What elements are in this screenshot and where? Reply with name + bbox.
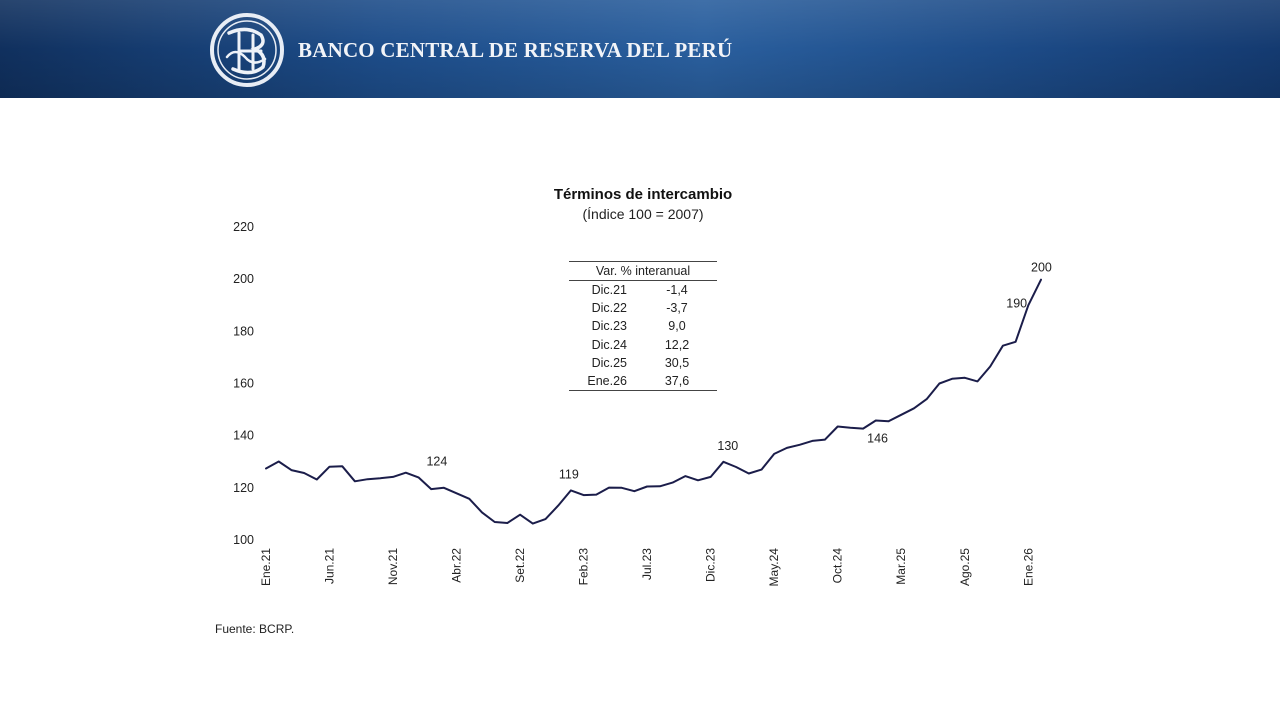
row-label: Dic.22 [591,301,627,316]
row-label: Ene.26 [569,371,637,392]
yoy-variation-table: Var. % interanual Dic.21 -1,4 Dic.22 -3,7 … [569,261,717,392]
x-tick-label: Oct.24 [831,548,845,584]
row-label: Dic.25 [591,355,627,370]
table-row: Dic.21 -1,4 [569,281,717,300]
series-line [265,278,1042,525]
table-header: Var. % interanual [569,261,717,281]
table-row: Dic.22 -3,7 [569,299,717,317]
row-value: 9,0 [668,319,686,334]
y-tick-label: 100 [233,533,254,547]
x-tick-label: Dic.23 [704,548,718,582]
row-label: Dic.23 [591,319,627,334]
x-tick-label: Feb.23 [577,548,591,586]
y-tick-label: 200 [233,272,254,286]
header-banner: BANCO CENTRAL DE RESERVA DEL PERÚ [0,0,1280,98]
data-label: 124 [426,454,447,468]
row-value: 30,5 [664,355,690,370]
y-tick-label: 220 [233,220,254,234]
x-tick-label: Ene.26 [1021,548,1035,586]
data-label: 130 [717,439,738,453]
x-tick-label: Set.22 [513,548,527,583]
y-tick-label: 120 [233,481,254,495]
chart-subtitle: (Índice 100 = 2007) [582,206,704,222]
table-row: Ene.26 37,6 [569,371,717,392]
x-tick-label: Jul.23 [640,548,654,580]
x-tick-label: Jun.21 [323,548,337,584]
x-tick-label: Ene.21 [259,548,273,586]
data-label: 146 [867,432,888,446]
table-row: Dic.25 30,5 [569,354,717,372]
x-tick-label: May.24 [767,548,781,587]
row-value: -3,7 [666,301,688,316]
source-note: Fuente: BCRP. [215,622,295,636]
row-value: -1,4 [666,283,688,298]
y-tick-label: 140 [233,429,254,443]
bank-name: BANCO CENTRAL DE RESERVA DEL PERÚ [298,38,733,62]
x-tick-label: Abr.22 [450,548,464,583]
y-tick-label: 160 [233,377,254,391]
data-label: 119 [559,467,579,481]
x-tick-label: Ago.25 [958,548,972,586]
row-label: Dic.21 [591,283,627,298]
x-tick-label: Mar.25 [894,548,908,585]
data-label: 190 [1006,296,1027,310]
chart-title: Términos de intercambio [553,186,733,203]
table-row: Dic.23 9,0 [569,317,717,335]
table-row: Dic.24 12,2 [569,336,717,354]
row-label: Dic.24 [591,337,627,352]
bcrp-logo-icon [210,13,284,87]
x-tick-label: Nov.21 [386,548,400,585]
row-value: 12,2 [664,337,690,352]
data-label: 200 [1031,261,1052,275]
y-tick-label: 180 [233,324,254,338]
row-value: 37,6 [637,371,717,392]
